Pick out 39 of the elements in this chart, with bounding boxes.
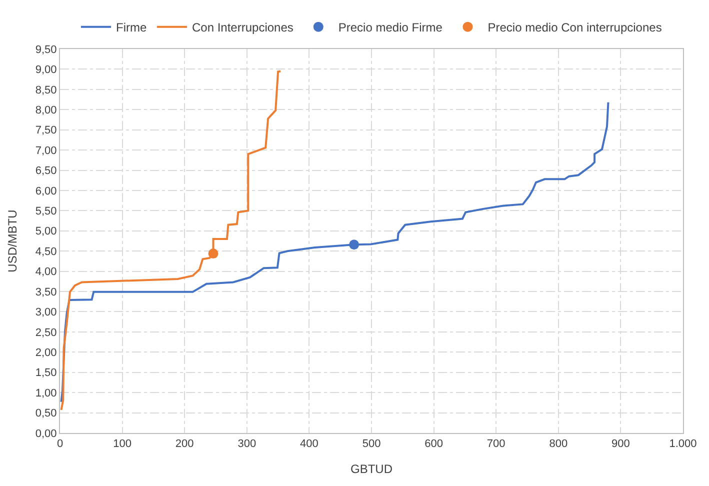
y-tick-label: 5,00 (35, 226, 57, 238)
y-tick-label: 8,50 (35, 84, 57, 96)
y-tick-label: 1,50 (35, 367, 57, 380)
legend-label: Precio medio Firme (338, 20, 443, 34)
y-axis-title: USD/MBTU (6, 210, 20, 272)
legend-label: Precio medio Con interrupciones (488, 20, 662, 34)
y-tick-label: 6,50 (35, 165, 57, 178)
x-tick-label: 1.000 (669, 438, 697, 450)
y-tick-label: 8,00 (35, 104, 57, 116)
y-tick-label: 3,50 (35, 286, 57, 298)
x-tick-label: 800 (549, 438, 568, 450)
line-series (60, 101, 610, 403)
y-tick-label: 4,50 (35, 246, 57, 258)
legend-label: Con Interrupciones (192, 20, 294, 34)
x-tick-label: 100 (113, 438, 132, 450)
y-tick-label: 9,50 (35, 44, 57, 56)
y-tick-label: 5,50 (35, 206, 57, 218)
line-series (60, 70, 282, 411)
y-tick-label: 7,00 (35, 144, 57, 157)
y-tick-label: 3,00 (35, 306, 57, 319)
y-tick-label: 4,00 (35, 266, 57, 278)
x-tick-label: 900 (612, 438, 630, 450)
y-tick-label: 7,50 (35, 124, 57, 137)
y-tick-label: 2,00 (35, 347, 57, 360)
x-tick-label: 200 (175, 438, 194, 450)
legend-label: Firme (116, 20, 147, 34)
y-tick-label: 1,00 (35, 387, 57, 400)
x-tick-label: 600 (424, 438, 443, 450)
x-tick-label: 400 (300, 438, 318, 450)
y-tick-label: 0,00 (35, 428, 57, 440)
x-tick-label: 700 (486, 438, 506, 450)
y-tick-label: 2,50 (35, 326, 57, 339)
x-tick-label: 0 (56, 438, 64, 450)
x-tick-label: 500 (362, 438, 381, 450)
x-tick-label: 300 (238, 438, 256, 450)
x-axis-title: GBTUD (350, 462, 393, 476)
y-tick-label: 6,00 (35, 185, 57, 198)
y-tick-label: 9,00 (35, 64, 57, 76)
y-tick-label: 0,50 (35, 408, 57, 420)
